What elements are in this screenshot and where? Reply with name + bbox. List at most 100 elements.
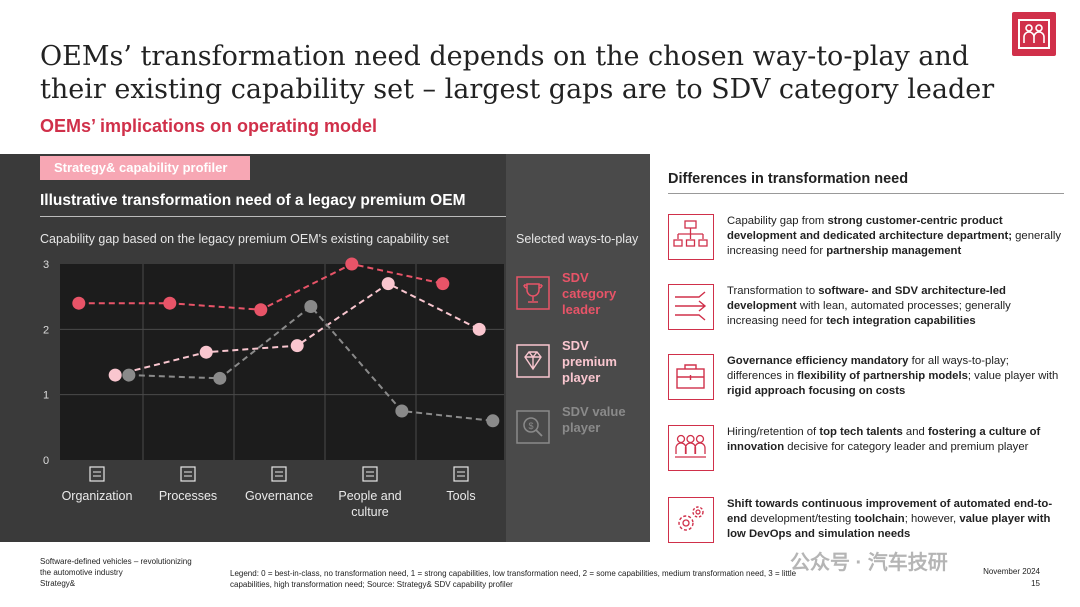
difference-text-segment: with lean, automated processes; generall… bbox=[727, 300, 1011, 327]
footer-report-title-2: the automotive industry bbox=[40, 568, 123, 577]
way-label: SDV premium player bbox=[562, 338, 617, 385]
transformation-need-chart: 0 1 2 3 Organization Processes Governance Peop… bbox=[43, 257, 504, 519]
difference-text-bold: Governance efficiency mandatory bbox=[727, 355, 909, 367]
difference-text: Shift towards continuous improvement of … bbox=[727, 497, 1063, 542]
page-number: 15 bbox=[1031, 579, 1040, 588]
price-tag-icon: $ bbox=[516, 410, 550, 444]
difference-text: Transformation to software- and SDV arch… bbox=[727, 284, 1063, 329]
chart-subheading: Capability gap based on the legacy premi… bbox=[40, 232, 449, 246]
way-sdv-category-leader: SDV category leader bbox=[516, 270, 646, 322]
difference-text: Capability gap from strong customer-cent… bbox=[727, 214, 1063, 259]
footer-left: Software-defined vehicles – revolutioniz… bbox=[40, 556, 192, 589]
difference-text-bold: top tech talents bbox=[819, 426, 903, 438]
icon-frame bbox=[271, 466, 287, 482]
series-line bbox=[128, 305, 493, 422]
data-point bbox=[381, 277, 395, 291]
difference-row-people: Hiring/retention of top tech talents and… bbox=[668, 425, 1068, 477]
difference-text-bold: toolchain bbox=[854, 513, 905, 525]
difference-text-segment: Hiring/retention of bbox=[727, 426, 820, 438]
y-tick-label: 1 bbox=[43, 390, 49, 402]
chart-heading-divider bbox=[40, 216, 506, 217]
data-point bbox=[213, 371, 227, 385]
people-group-icon bbox=[668, 425, 714, 471]
data-point bbox=[199, 345, 213, 359]
difference-row-organization: Capability gap from strong customer-cent… bbox=[668, 214, 1068, 266]
way-label: SDV category leader bbox=[562, 270, 617, 317]
logo-icon bbox=[1012, 12, 1056, 56]
data-point bbox=[304, 299, 318, 313]
data-point bbox=[108, 368, 122, 382]
data-point bbox=[395, 404, 409, 418]
x-category-label: People and culture bbox=[338, 489, 401, 519]
difference-text-segment: for all ways-to-play; differences in bbox=[727, 355, 1009, 382]
icon-frame bbox=[180, 466, 196, 482]
data-point bbox=[122, 368, 136, 382]
org-structure-icon bbox=[668, 214, 714, 260]
trophy-icon bbox=[516, 276, 550, 310]
tools-icon bbox=[453, 466, 469, 482]
footer-report-title-1: Software-defined vehicles – revolutioniz… bbox=[40, 557, 192, 566]
people-icon bbox=[362, 466, 378, 482]
difference-text: Hiring/retention of top tech talents and… bbox=[727, 425, 1063, 455]
footer-brand: Strategy& bbox=[40, 579, 76, 588]
x-category-label: Tools bbox=[446, 489, 475, 503]
page-title: OEMs’ transformation need depends on the… bbox=[40, 41, 995, 105]
difference-text-bold: flexibility of partnership models bbox=[797, 370, 968, 382]
difference-text-segment: ; value player with bbox=[967, 370, 1059, 382]
governance-icon bbox=[271, 466, 287, 482]
difference-text-segment: development/testing bbox=[747, 513, 855, 525]
way-sdv-value-player: $ SDV value player bbox=[516, 404, 646, 456]
differences-divider bbox=[668, 193, 1064, 194]
gears-icon bbox=[668, 497, 714, 543]
difference-text-bold: Shift towards continuous improvement of … bbox=[727, 498, 1053, 525]
difference-text-bold: strong customer-centric product developm… bbox=[727, 215, 1012, 242]
arrows-icon bbox=[668, 284, 714, 330]
difference-text-bold: value player with low DevOps and simulat… bbox=[727, 513, 1051, 540]
data-point bbox=[472, 322, 486, 336]
difference-text-segment: decisive for category leader and premium… bbox=[784, 441, 1029, 453]
plot-area bbox=[60, 264, 504, 460]
icon-frame bbox=[89, 466, 105, 482]
page-subtitle: OEMs’ implications on operating model bbox=[40, 116, 378, 136]
profiler-tag: Strategy& capability profiler bbox=[40, 156, 250, 180]
way-label: SDV value player bbox=[562, 404, 626, 435]
chart-heading: Illustrative transformation need of a le… bbox=[40, 192, 466, 209]
icon-frame bbox=[453, 466, 469, 482]
difference-text-segment: and bbox=[902, 426, 928, 438]
difference-text-segment: Capability gap from bbox=[727, 215, 828, 227]
chart-legend-note: Legend: 0 = best-in-class, no transforma… bbox=[230, 569, 797, 589]
footer-date: November 2024 bbox=[983, 567, 1040, 576]
data-point bbox=[486, 414, 500, 428]
org-chart-icon bbox=[89, 466, 105, 482]
footer-right: November 2024 15 bbox=[940, 566, 1040, 590]
difference-text-bold: partnership management bbox=[826, 245, 962, 257]
difference-row-governance: Governance efficiency mandatory for all … bbox=[668, 354, 1068, 406]
difference-text-bold: rigid approach focusing on costs bbox=[727, 385, 906, 397]
svg-text:$: $ bbox=[528, 421, 533, 431]
ways-to-play-header: Selected ways-to-play bbox=[516, 232, 639, 246]
x-category-label: Organization bbox=[62, 489, 133, 503]
difference-text-segment: ; however, bbox=[904, 513, 960, 525]
watermark: 公众号 · 汽车技研 bbox=[790, 552, 948, 574]
difference-text-bold: fostering a culture of innovation bbox=[727, 426, 1041, 453]
way-sdv-premium-player: SDV premium player bbox=[516, 338, 646, 390]
data-point bbox=[254, 303, 268, 317]
process-icon bbox=[180, 466, 196, 482]
difference-text-segment: Transformation to bbox=[727, 285, 819, 297]
icon-frame bbox=[362, 466, 378, 482]
difference-row-processes: Transformation to software- and SDV arch… bbox=[668, 284, 1068, 336]
data-point bbox=[345, 257, 359, 271]
difference-text: Governance efficiency mandatory for all … bbox=[727, 354, 1063, 399]
diamond-icon bbox=[516, 344, 550, 378]
differences-heading: Differences in transformation need bbox=[668, 171, 909, 187]
difference-text-bold: tech integration capabilities bbox=[826, 315, 976, 327]
y-tick-label: 3 bbox=[43, 259, 49, 271]
data-point bbox=[163, 296, 177, 310]
y-tick-label: 0 bbox=[43, 455, 49, 467]
ways-to-play-panel bbox=[506, 154, 650, 542]
y-tick-label: 2 bbox=[43, 324, 49, 336]
difference-text-bold: software- and SDV architecture-led devel… bbox=[727, 285, 1006, 312]
difference-row-tools: Shift towards continuous improvement of … bbox=[668, 497, 1068, 549]
data-point bbox=[436, 277, 450, 291]
briefcase-icon bbox=[668, 354, 714, 400]
